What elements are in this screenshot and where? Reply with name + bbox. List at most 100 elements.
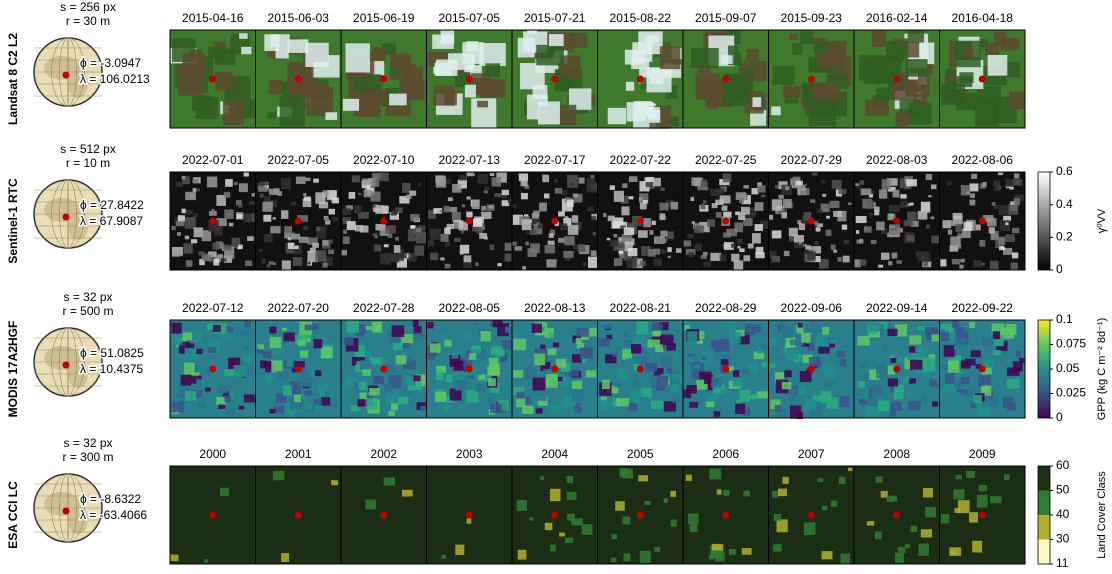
tile-patch	[373, 376, 385, 384]
date-label: 2009	[969, 447, 996, 461]
tile-patch	[695, 73, 721, 100]
image-tile	[853, 319, 940, 419]
tile-patch	[642, 200, 648, 204]
tile-patch	[477, 100, 489, 108]
tile-patch	[436, 371, 444, 381]
tile-patch	[722, 173, 732, 183]
tile-patch	[586, 177, 595, 186]
tile-patch	[513, 370, 524, 378]
location-dot	[722, 365, 730, 373]
tile-patch	[411, 375, 421, 382]
tile-patch	[381, 43, 396, 55]
tile-patch	[887, 232, 894, 238]
tile-patch	[789, 339, 798, 346]
tile-patch	[922, 357, 936, 372]
latitude-label: ϕ = 27.8422	[80, 198, 144, 212]
tile-patch	[670, 519, 677, 527]
tile-patch	[931, 184, 937, 190]
tile-patch	[998, 246, 1005, 251]
tile-patch	[619, 253, 625, 259]
tile-patch	[715, 370, 723, 378]
tile-patch	[759, 220, 769, 229]
tile-patch	[815, 227, 821, 232]
tile-patch	[887, 213, 894, 221]
tile-patch	[944, 333, 956, 342]
tile-patch	[774, 185, 779, 189]
tile-patch	[325, 219, 331, 225]
image-tile	[255, 171, 342, 271]
tile-patch	[481, 227, 485, 231]
tile-patch	[540, 344, 546, 351]
location-dot	[209, 365, 217, 373]
tile-patch	[888, 261, 893, 266]
tile-patch	[567, 513, 575, 521]
tile-patch	[582, 358, 588, 364]
location-dot	[380, 217, 388, 225]
tile-patch	[433, 85, 455, 106]
tile-patch	[416, 232, 427, 244]
tile-patch	[563, 217, 572, 226]
tile-patch	[417, 183, 422, 187]
tile-patch	[720, 388, 727, 395]
tile-patch	[1012, 361, 1023, 372]
date-label: 2015-04-16	[182, 11, 244, 25]
tile-patch	[548, 34, 564, 47]
tile-patch	[471, 345, 481, 353]
tile-patch	[745, 69, 755, 77]
location-dot	[551, 75, 559, 83]
tile-patch	[477, 174, 489, 184]
sensor-label: MODIS 17A2HGF	[6, 321, 20, 418]
date-label: 2022-09-06	[781, 301, 843, 315]
tile-patch	[243, 345, 250, 350]
tile-patch	[847, 202, 852, 205]
tile-patch	[830, 244, 836, 251]
tile-patch	[563, 250, 574, 258]
tile-patch	[170, 333, 183, 346]
tile-patch	[488, 357, 499, 366]
tile-patch	[453, 360, 467, 373]
tile-patch	[666, 343, 676, 351]
tile-patch	[501, 194, 507, 199]
tile-patch	[233, 182, 238, 186]
tile-patch	[857, 335, 870, 346]
tile-patch	[238, 405, 245, 410]
tile-patch	[320, 397, 331, 406]
tile-patch	[859, 259, 867, 266]
tile-patch	[576, 342, 584, 349]
tile-patch	[325, 112, 338, 120]
tile-patch	[565, 257, 571, 261]
tile-patch	[440, 30, 455, 44]
tile-patch	[1009, 186, 1014, 190]
tile-patch	[808, 246, 816, 254]
tile-patch	[342, 98, 360, 111]
date-label: 2022-08-06	[952, 153, 1014, 167]
tile-patch	[811, 82, 840, 101]
tile-patch	[904, 544, 911, 549]
tile-patch	[789, 405, 802, 419]
location-dot	[380, 75, 388, 83]
image-tile	[939, 319, 1026, 419]
tile-patch	[757, 182, 762, 187]
tile-patch	[402, 182, 411, 193]
tile-patch	[954, 337, 967, 346]
tile-patch	[279, 95, 306, 127]
date-label: 2022-07-17	[524, 153, 586, 167]
tile-patch	[559, 55, 581, 78]
tile-patch	[578, 177, 585, 184]
tile-patch	[770, 399, 781, 410]
tile-patch	[891, 252, 898, 259]
tile-patch	[554, 188, 563, 194]
tile-patch	[452, 183, 462, 193]
tile-patch	[841, 224, 848, 230]
date-label: 2022-07-28	[353, 301, 415, 315]
tile-patch	[633, 337, 646, 348]
tile-patch	[969, 199, 976, 206]
tile-patch	[797, 323, 803, 328]
tile-patch	[910, 359, 923, 370]
tile-patch	[836, 351, 846, 358]
tile-patch	[546, 259, 557, 268]
tile-patch	[391, 325, 405, 338]
date-label: 2003	[456, 447, 483, 461]
tile-patch	[771, 106, 781, 116]
tile-patch	[501, 189, 509, 196]
